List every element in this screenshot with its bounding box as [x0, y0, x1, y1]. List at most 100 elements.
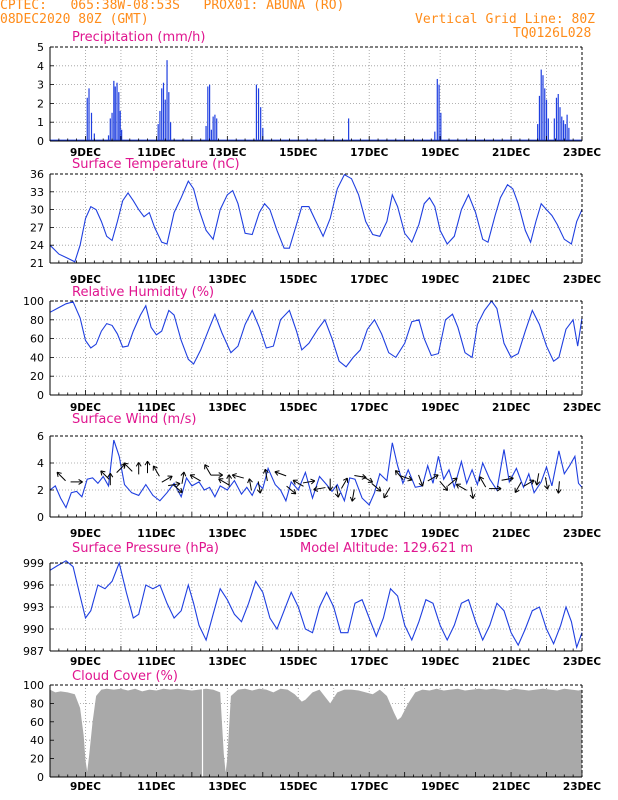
rh-ytick-label: 60: [30, 333, 44, 346]
wind-xtick-label: 21DEC: [492, 528, 531, 540]
wind-arrow: [349, 489, 356, 502]
wind-arrow: [274, 470, 287, 477]
temp-line: [49, 173, 583, 263]
cloud-xtick-label: 11DEC: [137, 781, 176, 793]
wind-arrow: [544, 477, 550, 490]
precip-bar: [260, 107, 262, 141]
wind-arrow: [292, 479, 304, 487]
rh-title: Relative Humidity (%): [72, 285, 214, 300]
wind-arrow: [56, 471, 66, 482]
precip-bar: [559, 107, 561, 141]
wind-arrow: [204, 464, 212, 476]
wind-arrow-head: [496, 485, 502, 492]
wind-arrow-shaft: [455, 483, 467, 491]
cloud-xtick-label: 21DEC: [492, 781, 531, 793]
wind-arrow-shaft: [56, 471, 66, 482]
wind-arrow-head: [263, 468, 269, 474]
wind-arrow: [394, 470, 404, 481]
cloud-area: [50, 688, 582, 777]
rh-xtick-label: 19DEC: [421, 402, 460, 414]
wind-arrow-head: [56, 471, 62, 477]
wind-arrow: [469, 486, 476, 499]
wind-arrow-shaft: [204, 464, 212, 476]
precip-xtick-label: 17DEC: [350, 147, 389, 159]
wind-arrow-head: [274, 470, 280, 476]
precip-bar: [542, 75, 544, 141]
wind-arrow-shaft: [302, 480, 315, 484]
precip-xtick-label: 23DEC: [563, 147, 602, 159]
cloud-xtick-label: 19DEC: [421, 781, 460, 793]
wind-arrow-head: [175, 481, 181, 488]
pres-xtick-label: 17DEC: [350, 656, 389, 668]
wind-arrow-shaft: [479, 476, 487, 488]
temp-panel: 21 24 27 30 33 36 9DEC 11DEC 13DEC 15DEC 17DEC 19DE…: [30, 157, 601, 286]
wind-arrow-shaft: [257, 481, 261, 494]
wind-arrow: [161, 475, 173, 483]
rh-ytick-label: 20: [30, 370, 44, 383]
temp-title: Surface Temperature (nC): [72, 157, 240, 172]
cloud-xtick-label: 9DEC: [70, 781, 101, 793]
precip-ytick-label: 2: [37, 97, 44, 110]
precip-xtick-label: 11DEC: [137, 147, 176, 159]
wind-panel: 0 2 4 6 9DEC 11DEC 13DEC 15DEC 17DEC 19DEC 21DEC 23…: [37, 412, 601, 540]
wind-arrow-shaft: [501, 477, 514, 481]
precip-xtick-label: 19DEC: [421, 147, 460, 159]
rh-ytick-label: 0: [37, 389, 44, 402]
wind-arrow: [523, 479, 535, 487]
wind-arrow: [555, 481, 562, 494]
wind-xtick-label: 11DEC: [137, 528, 176, 540]
cloud-panel: 0 20 40 60 80 100 9DEC 11DEC 13DEC 15DEC 17DEC 19DE…: [23, 669, 601, 793]
wind-arrow-head: [334, 492, 341, 498]
pres-title: Surface Pressure (hPa): [72, 541, 219, 556]
wind-arrow: [152, 465, 160, 477]
precip-ytick-label: 5: [37, 41, 44, 54]
temp-xtick-label: 11DEC: [137, 274, 176, 286]
wind-arrow-head: [469, 494, 476, 499]
wind-arrow-shaft: [544, 477, 549, 490]
wind-arrow: [501, 475, 514, 482]
precip-bar: [212, 116, 214, 141]
precip-bar: [93, 133, 95, 141]
wind-arrow-shaft: [168, 483, 181, 487]
wind-arrow-head: [144, 460, 151, 466]
precip-bar: [168, 92, 170, 141]
precip-bar: [86, 97, 88, 141]
cloud-title: Cloud Cover (%): [72, 669, 178, 684]
pres-xtick-label: 15DEC: [279, 656, 318, 668]
wind-arrow-shaft: [161, 475, 173, 483]
wind-arrow-head: [442, 485, 449, 491]
wind-arrow: [439, 480, 449, 491]
wind-arrow-shaft: [264, 469, 268, 482]
precip-bar: [113, 80, 115, 141]
wind-arrow-head: [226, 474, 233, 479]
wind-arrow-shaft: [335, 485, 339, 498]
wind-arrow-shaft: [557, 481, 560, 494]
cloud-ytick-label: 20: [30, 753, 44, 766]
precip-xtick-label: 9DEC: [70, 147, 101, 159]
wind-xtick-label: 9DEC: [70, 528, 101, 540]
wind-ytick-label: 4: [37, 457, 44, 470]
precip-bar: [544, 88, 546, 141]
wind-arrow-shaft: [439, 480, 448, 491]
precip-bar: [561, 116, 563, 141]
precip-xtick-label: 13DEC: [208, 147, 247, 159]
precip-bar: [436, 78, 438, 141]
wind-arrow-head: [383, 493, 389, 499]
wind-arrow: [263, 468, 269, 482]
temp-xtick-label: 9DEC: [70, 274, 101, 286]
wind-arrow: [144, 460, 151, 474]
cloud-ytick-label: 60: [30, 716, 44, 729]
precip-bar: [255, 84, 258, 141]
rh-xtick-label: 13DEC: [208, 402, 247, 414]
precip-ytick-label: 0: [37, 135, 44, 148]
wind-arrow-shaft: [400, 475, 413, 481]
cloud-ytick-label: 0: [37, 771, 44, 784]
wind-arrow-head: [167, 475, 173, 481]
wind-arrow: [256, 481, 263, 494]
precip-bar: [555, 97, 558, 141]
wind-arrow-head: [407, 475, 413, 482]
precip-bar: [111, 112, 113, 141]
wind-arrow: [455, 483, 467, 491]
wind-arrow-shaft: [536, 473, 540, 486]
pres-xtick-label: 11DEC: [137, 656, 176, 668]
